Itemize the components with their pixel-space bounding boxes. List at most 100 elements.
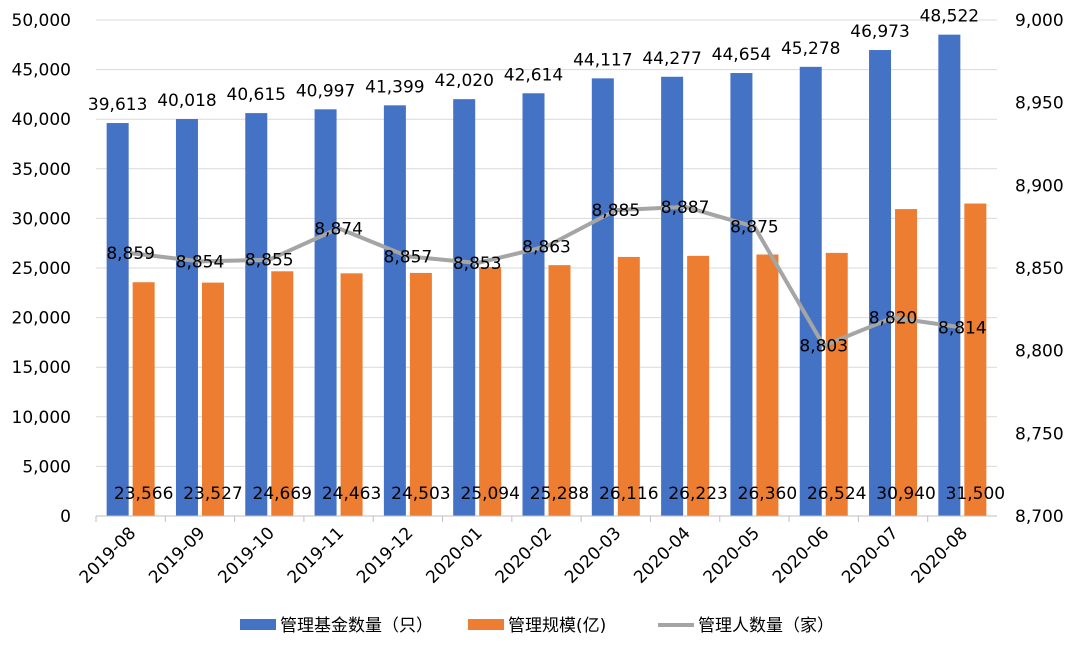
- bar-aum: [409, 272, 432, 516]
- data-label-fund-count: 44,117: [573, 50, 632, 70]
- data-label-fund-count: 48,522: [920, 7, 979, 27]
- data-label-fund-count: 41,399: [365, 77, 424, 97]
- bar-aum: [548, 265, 571, 516]
- left-tick-label: 20,000: [12, 309, 71, 329]
- data-label-fund-count: 42,614: [504, 65, 563, 85]
- bar-fund-count: [245, 113, 268, 517]
- bar-fund-count: [522, 93, 545, 517]
- left-tick-label: 40,000: [12, 110, 71, 130]
- x-tick-label: 2020-04: [630, 523, 694, 587]
- data-label-manager-count: 8,875: [730, 218, 779, 238]
- x-tick-label: 2020-01: [422, 523, 486, 587]
- data-label-fund-count: 40,997: [296, 81, 355, 101]
- bar-fund-count: [661, 76, 684, 517]
- data-label-fund-count: 39,613: [88, 95, 147, 115]
- left-tick-label: 5,000: [22, 457, 71, 477]
- data-label-manager-count: 8,814: [938, 319, 987, 339]
- right-tick-label: 9,000: [1015, 11, 1064, 31]
- bar-fund-count: [453, 99, 476, 517]
- bar-fund-count: [799, 66, 822, 517]
- data-label-fund-count: 44,654: [712, 45, 771, 65]
- x-tick-label: 2020-08: [908, 523, 972, 587]
- right-tick-label: 8,800: [1015, 342, 1064, 362]
- x-tick-label: 2019-08: [76, 523, 140, 587]
- legend-swatch: [468, 619, 504, 630]
- x-tick-label: 2019-11: [284, 523, 348, 587]
- left-axis: 0 5,000 10,000 15,000 20,000 25,000 30,000 35,0…: [12, 11, 71, 527]
- data-labels-group: 39,613 23,566 40,018 23,527 40,615 24,669 40,9…: [88, 7, 1005, 504]
- data-label-fund-count: 44,277: [642, 49, 701, 69]
- left-tick-label: 10,000: [12, 408, 71, 428]
- legend-label: 管理人数量（家）: [698, 616, 834, 636]
- data-label-manager-count: 8,820: [869, 309, 918, 329]
- bar-aum: [132, 282, 155, 516]
- legend-label: 管理基金数量（只）: [280, 616, 433, 636]
- line-series-group: [130, 204, 963, 348]
- left-tick-label: 25,000: [12, 259, 71, 279]
- data-label-manager-count: 8,874: [314, 219, 363, 239]
- right-tick-label: 8,700: [1015, 507, 1064, 527]
- data-label-fund-count: 40,018: [157, 91, 216, 111]
- data-label-fund-count: 45,278: [781, 39, 840, 59]
- bar-aum: [340, 273, 363, 516]
- right-tick-label: 8,900: [1015, 176, 1064, 196]
- bar-fund-count: [869, 50, 892, 517]
- bar-aum: [756, 254, 779, 517]
- left-tick-label: 15,000: [12, 358, 71, 378]
- data-label-aum: 23,527: [183, 484, 242, 504]
- x-axis: 2019-08 2019-09 2019-10 2019-11 2019-12 2020-…: [76, 515, 997, 588]
- bar-fund-count: [730, 73, 753, 516]
- bar-aum: [687, 255, 710, 516]
- x-tick-label: 2020-07: [838, 523, 902, 587]
- bar-aum: [895, 209, 918, 516]
- data-label-fund-count: 40,615: [227, 85, 286, 105]
- legend: 管理基金数量（只） 管理规模(亿) 管理人数量（家）: [240, 616, 834, 636]
- data-label-aum: 23,566: [114, 484, 173, 504]
- legend-swatch: [240, 619, 276, 630]
- data-label-aum: 24,463: [322, 484, 381, 504]
- x-tick-label: 2020-06: [769, 523, 833, 587]
- bar-fund-count: [106, 123, 129, 517]
- bar-aum: [271, 271, 294, 516]
- left-tick-label: 0: [60, 507, 71, 527]
- data-label-aum: 26,524: [807, 484, 866, 504]
- data-label-fund-count: 42,020: [434, 71, 493, 91]
- bar-fund-count: [591, 78, 614, 516]
- data-label-aum: 24,503: [391, 484, 450, 504]
- data-label-aum: 30,940: [876, 484, 935, 504]
- data-label-aum: 24,669: [253, 484, 312, 504]
- data-label-aum: 25,288: [530, 484, 589, 504]
- data-label-manager-count: 8,885: [591, 201, 640, 221]
- data-label-aum: 26,360: [738, 484, 797, 504]
- bar-fund-count: [383, 105, 406, 516]
- data-label-manager-count: 8,803: [799, 337, 848, 357]
- bar-fund-count: [314, 109, 337, 517]
- right-tick-label: 8,850: [1015, 259, 1064, 279]
- data-label-fund-count: 46,973: [850, 22, 909, 42]
- bar-aum: [964, 203, 987, 516]
- right-tick-label: 8,950: [1015, 94, 1064, 114]
- right-tick-label: 8,750: [1015, 424, 1064, 444]
- bar-aum: [825, 252, 848, 516]
- x-tick-label: 2019-12: [353, 523, 417, 587]
- bar-aum: [479, 267, 502, 516]
- legend-label: 管理规模(亿): [508, 616, 606, 636]
- left-tick-label: 45,000: [12, 61, 71, 81]
- x-tick-label: 2020-02: [492, 523, 556, 587]
- bars-group: [106, 34, 987, 517]
- data-label-aum: 26,116: [599, 484, 658, 504]
- data-label-manager-count: 8,887: [661, 198, 710, 218]
- bar-aum: [617, 256, 640, 516]
- x-tick-label: 2020-05: [700, 523, 764, 587]
- left-tick-label: 35,000: [12, 160, 71, 180]
- bar-fund-count: [938, 34, 961, 517]
- data-label-manager-count: 8,854: [176, 252, 225, 272]
- data-label-manager-count: 8,853: [453, 254, 502, 274]
- data-label-aum: 31,500: [946, 484, 1005, 504]
- data-label-manager-count: 8,855: [245, 251, 294, 271]
- data-label-manager-count: 8,863: [522, 238, 571, 258]
- left-tick-label: 30,000: [12, 209, 71, 229]
- data-label-aum: 25,094: [460, 484, 519, 504]
- right-axis: 8,700 8,750 8,800 8,850 8,900 8,950 9,000: [1015, 11, 1064, 527]
